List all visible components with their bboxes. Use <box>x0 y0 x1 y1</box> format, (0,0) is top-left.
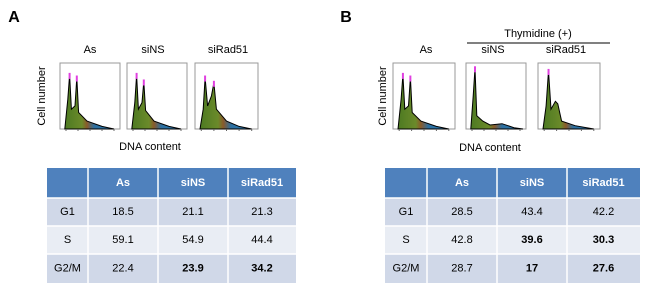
table-cell: 27.6 <box>593 262 614 274</box>
table-cell: 54.9 <box>182 234 203 246</box>
table-header-cell: siRad51 <box>582 177 624 189</box>
table-cell: 34.2 <box>251 262 272 274</box>
table-cell: 42.8 <box>451 234 472 246</box>
row-label: S <box>64 234 71 246</box>
x-axis-label: DNA content <box>119 141 181 153</box>
table-cell: 21.3 <box>251 206 272 218</box>
table-cell: 17 <box>526 262 538 274</box>
row-label: G1 <box>399 206 414 218</box>
table-header-cell: siNS <box>520 177 544 189</box>
panel-label: B <box>340 9 352 26</box>
table-cell: 43.4 <box>521 206 542 218</box>
column-label: siNS <box>141 44 164 56</box>
y-axis-label: Cell number <box>377 66 389 126</box>
table-cell: 44.4 <box>251 234 272 246</box>
table-cell: 39.6 <box>521 234 542 246</box>
condition-label: Thymidine (+) <box>504 28 572 40</box>
table-header-cell: As <box>455 177 469 189</box>
column-label: siRad51 <box>546 44 586 56</box>
histogram <box>542 70 594 130</box>
table-cell: 28.7 <box>451 262 472 274</box>
table-cell: 18.5 <box>112 206 133 218</box>
table-header-cell: siNS <box>181 177 205 189</box>
row-label: G2/M <box>393 262 420 274</box>
column-label: siNS <box>481 44 504 56</box>
histogram <box>470 68 524 130</box>
table-cell: 28.5 <box>451 206 472 218</box>
row-label: G1 <box>60 206 75 218</box>
table-cell: 23.9 <box>182 262 203 274</box>
y-axis-label: Cell number <box>36 66 48 126</box>
table-cell: 59.1 <box>112 234 133 246</box>
table-cell: 42.2 <box>593 206 614 218</box>
column-label: siRad51 <box>208 44 248 56</box>
column-label: As <box>420 44 433 56</box>
x-axis-label: DNA content <box>459 142 521 154</box>
column-label: As <box>84 44 97 56</box>
row-label: S <box>402 234 409 246</box>
table-cell: 21.1 <box>182 206 203 218</box>
table-cell: 22.4 <box>112 262 133 274</box>
panel-label: A <box>8 9 20 26</box>
table-cell: 30.3 <box>593 234 614 246</box>
table-header-cell: siRad51 <box>241 177 283 189</box>
row-label: G2/M <box>54 262 81 274</box>
table-header-cell: As <box>116 177 130 189</box>
